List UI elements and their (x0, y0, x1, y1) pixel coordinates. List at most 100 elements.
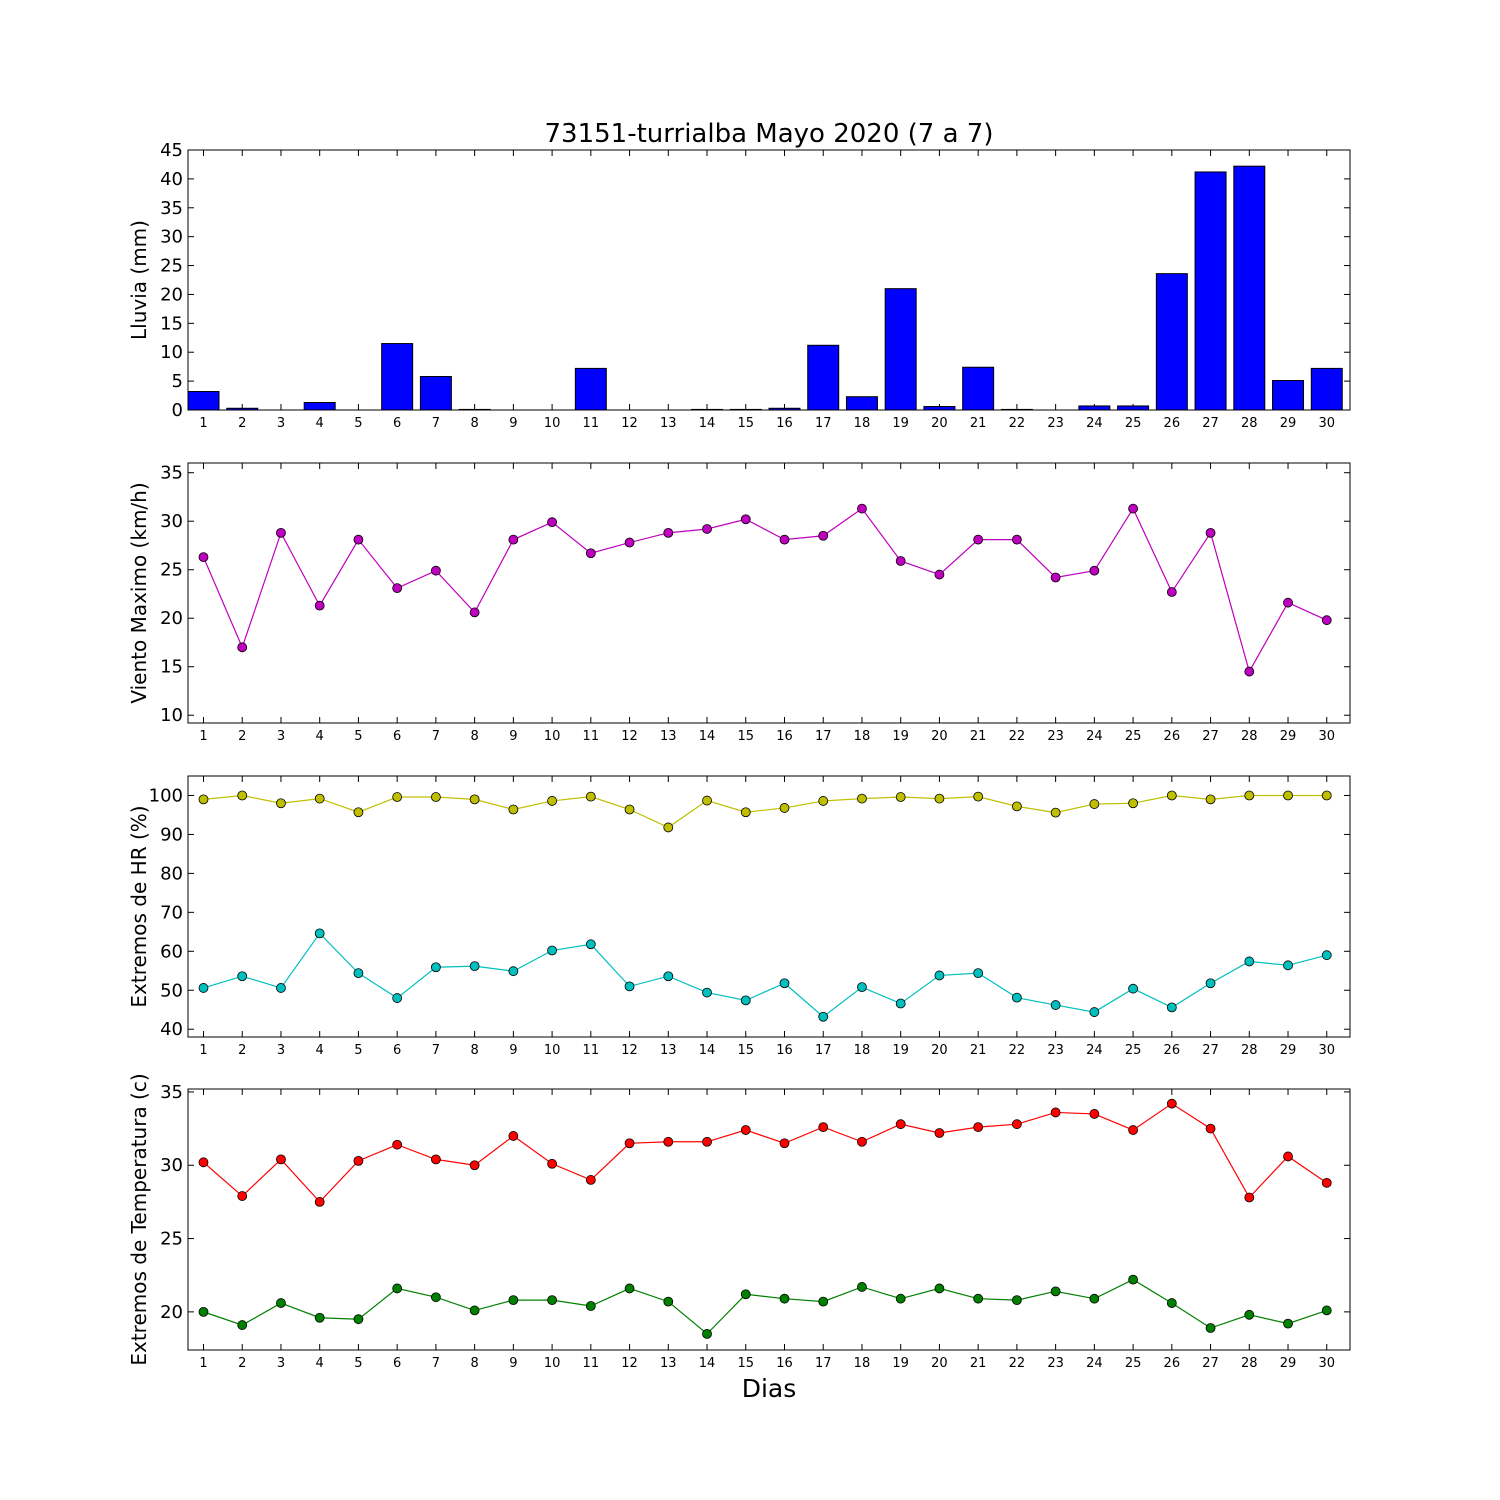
x-tick-label: 15 (737, 1043, 754, 1058)
series-1-point (1128, 798, 1138, 809)
x-tick-label: 25 (1125, 416, 1142, 431)
x-tick-label: 3 (277, 1043, 285, 1058)
series-1-point (973, 1122, 984, 1133)
x-tick-label: 16 (776, 1356, 793, 1371)
series-2-point (663, 1296, 674, 1307)
series-2-point (818, 1011, 829, 1022)
x-tick-label: 28 (1241, 729, 1258, 744)
series-1-point (314, 793, 325, 804)
x-tick-label: 24 (1086, 1043, 1103, 1058)
series-1-point (818, 796, 829, 806)
series-1-point (1011, 1119, 1022, 1130)
x-tick-label: 12 (621, 416, 638, 431)
x-tick-label: 10 (544, 416, 561, 431)
x-tick-label: 14 (699, 729, 716, 744)
y-tick-label: 90 (160, 824, 183, 845)
rain-bar (1000, 408, 1033, 411)
rain-bar (1272, 380, 1305, 411)
x-tick-label: 3 (277, 416, 285, 431)
x-tick-label: 11 (583, 729, 600, 744)
series-1-point (1089, 565, 1100, 576)
x-tick-label: 4 (316, 1043, 324, 1058)
series-2-point (857, 982, 867, 993)
series-1-point (1321, 615, 1332, 626)
series-1-point (353, 534, 364, 545)
x-tick-label: 16 (776, 1043, 793, 1058)
x-tick-label: 18 (854, 729, 871, 744)
x-tick-label: 11 (583, 1356, 600, 1371)
x-tick-label: 5 (354, 729, 362, 744)
x-tick-label: 4 (316, 1356, 324, 1371)
x-tick-label: 22 (1009, 1356, 1026, 1371)
x-tick-label: 7 (432, 1356, 440, 1371)
series-2-point (353, 1314, 364, 1325)
x-tick-label: 2 (238, 729, 246, 744)
rain-bar (226, 407, 259, 411)
x-tick-label: 24 (1086, 1356, 1103, 1371)
series-2-point (895, 998, 906, 1009)
x-tick-label: 20 (931, 729, 948, 744)
y-tick-label: 80 (160, 863, 183, 884)
series-1-point (779, 803, 790, 813)
series-1-point (430, 1154, 441, 1165)
series-1-point (1205, 794, 1216, 805)
x-tick-label: 9 (509, 729, 517, 744)
x-tick-label: 25 (1125, 729, 1142, 744)
series-1-point (934, 569, 945, 580)
x-tick-label: 23 (1047, 729, 1064, 744)
x-tick-label: 12 (621, 1356, 638, 1371)
series-1-point (508, 1131, 519, 1141)
x-tick-label: 1 (199, 729, 207, 744)
rain-bar (1155, 273, 1188, 411)
rain-bar (768, 407, 801, 411)
x-tick-label: 6 (393, 1043, 401, 1058)
rain-bar (1078, 405, 1111, 411)
figure-title: 73151-turrialba Mayo 2020 (7 a 7) (545, 119, 994, 149)
series-1-point (392, 1139, 403, 1150)
x-tick-label: 9 (509, 416, 517, 431)
x-tick-label: 10 (544, 1356, 561, 1371)
x-tick-label: 19 (892, 1356, 909, 1371)
x-tick-label: 2 (238, 416, 246, 431)
series-2-point (1244, 956, 1255, 967)
series-1-point (469, 794, 480, 805)
series-1-point (276, 798, 286, 809)
series-1-point (198, 1157, 209, 1168)
x-tick-label: 17 (815, 729, 832, 744)
series-2-point (508, 1295, 519, 1306)
x-tick-label: 14 (699, 416, 716, 431)
x-tick-label: 28 (1241, 416, 1258, 431)
x-tick-label: 13 (660, 1356, 677, 1371)
x-tick-label: 15 (737, 416, 754, 431)
x-tick-label: 24 (1086, 416, 1103, 431)
series-1-point (237, 642, 248, 653)
x-tick-label: 13 (660, 1043, 677, 1058)
x-tick-label: 10 (544, 729, 561, 744)
series-2-point (1166, 1298, 1177, 1308)
series-1-point (1283, 790, 1293, 801)
x-tick-label: 2 (238, 1043, 246, 1058)
x-tick-label: 3 (277, 1356, 285, 1371)
x-tick-label: 29 (1280, 416, 1297, 431)
x-tick-label: 19 (892, 1043, 909, 1058)
series-2-point (1011, 1295, 1022, 1306)
series-1-point (624, 804, 635, 815)
series-1-point (1244, 1192, 1255, 1203)
series-line-2 (203, 932, 1327, 1018)
x-tick-label: 20 (931, 1356, 948, 1371)
series-2-point (857, 1282, 867, 1292)
series-2-point (740, 995, 751, 1006)
y-axis-label: Extremos de Temperatura (c) (127, 1073, 151, 1365)
series-2-point (895, 1293, 906, 1304)
series-2-point (663, 971, 674, 982)
x-tick-label: 30 (1318, 1043, 1335, 1058)
series-1-point (314, 600, 325, 611)
series-2-point (702, 987, 712, 998)
x-tick-label: 20 (931, 1043, 948, 1058)
x-tick-label: 6 (393, 416, 401, 431)
